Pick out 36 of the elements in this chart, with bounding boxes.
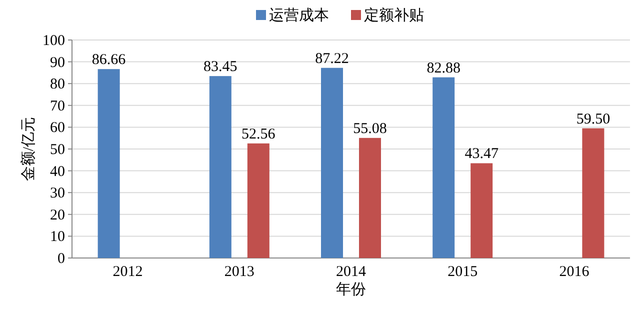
x-tick-label: 2012	[112, 264, 143, 280]
y-tick-label: 20	[50, 207, 65, 224]
bar	[209, 76, 232, 258]
legend-label: 定额补贴	[364, 7, 424, 24]
y-tick-label: 40	[50, 164, 65, 180]
bar	[582, 128, 604, 258]
x-tick-label: 2016	[559, 264, 590, 280]
data-label: 83.45	[204, 59, 238, 76]
bar	[247, 143, 270, 258]
x-tick-label: 2013	[224, 264, 254, 280]
y-tick-label: 60	[50, 120, 65, 136]
data-label: 59.50	[576, 111, 610, 128]
y-tick-label: 70	[50, 98, 65, 114]
bar	[432, 77, 455, 258]
bar	[321, 68, 343, 258]
y-tick-label: 10	[50, 229, 65, 246]
x-tick-label: 2015	[448, 264, 478, 280]
bar	[470, 163, 493, 258]
bar	[98, 69, 120, 258]
data-label: 52.56	[242, 126, 276, 142]
y-tick-label: 0	[58, 251, 65, 267]
x-axis-title: 年份	[336, 281, 366, 298]
data-label: 55.08	[353, 120, 387, 137]
data-label: 82.88	[426, 60, 460, 76]
data-label: 86.66	[92, 52, 126, 68]
y-tick-label: 100	[42, 33, 65, 49]
y-tick-label: 90	[50, 54, 65, 71]
bar	[359, 138, 381, 258]
x-tick-label: 2014	[336, 264, 366, 280]
data-label: 87.22	[315, 50, 349, 67]
data-label: 43.47	[464, 146, 499, 162]
legend-label: 运营成本	[269, 7, 329, 24]
y-tick-label: 80	[50, 76, 65, 93]
y-tick-label: 30	[50, 186, 65, 202]
y-tick-label: 50	[50, 142, 65, 158]
y-axis-title: 金额/亿元	[20, 116, 37, 182]
